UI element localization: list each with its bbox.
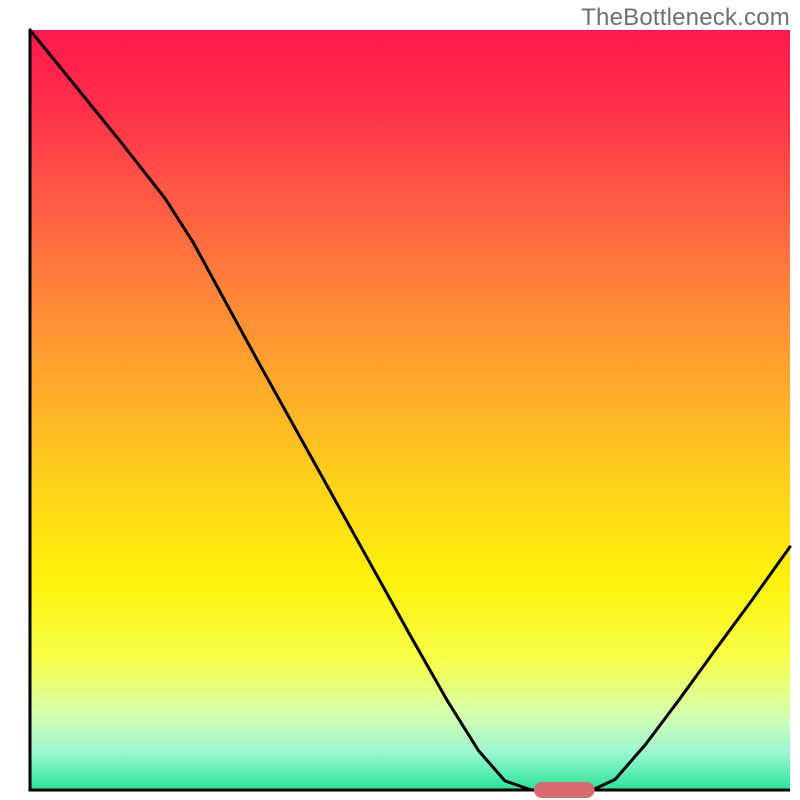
min-marker	[534, 782, 595, 798]
chart-container: TheBottleneck.com	[0, 0, 800, 800]
gradient-background	[30, 30, 790, 790]
bottleneck-chart	[0, 0, 800, 800]
